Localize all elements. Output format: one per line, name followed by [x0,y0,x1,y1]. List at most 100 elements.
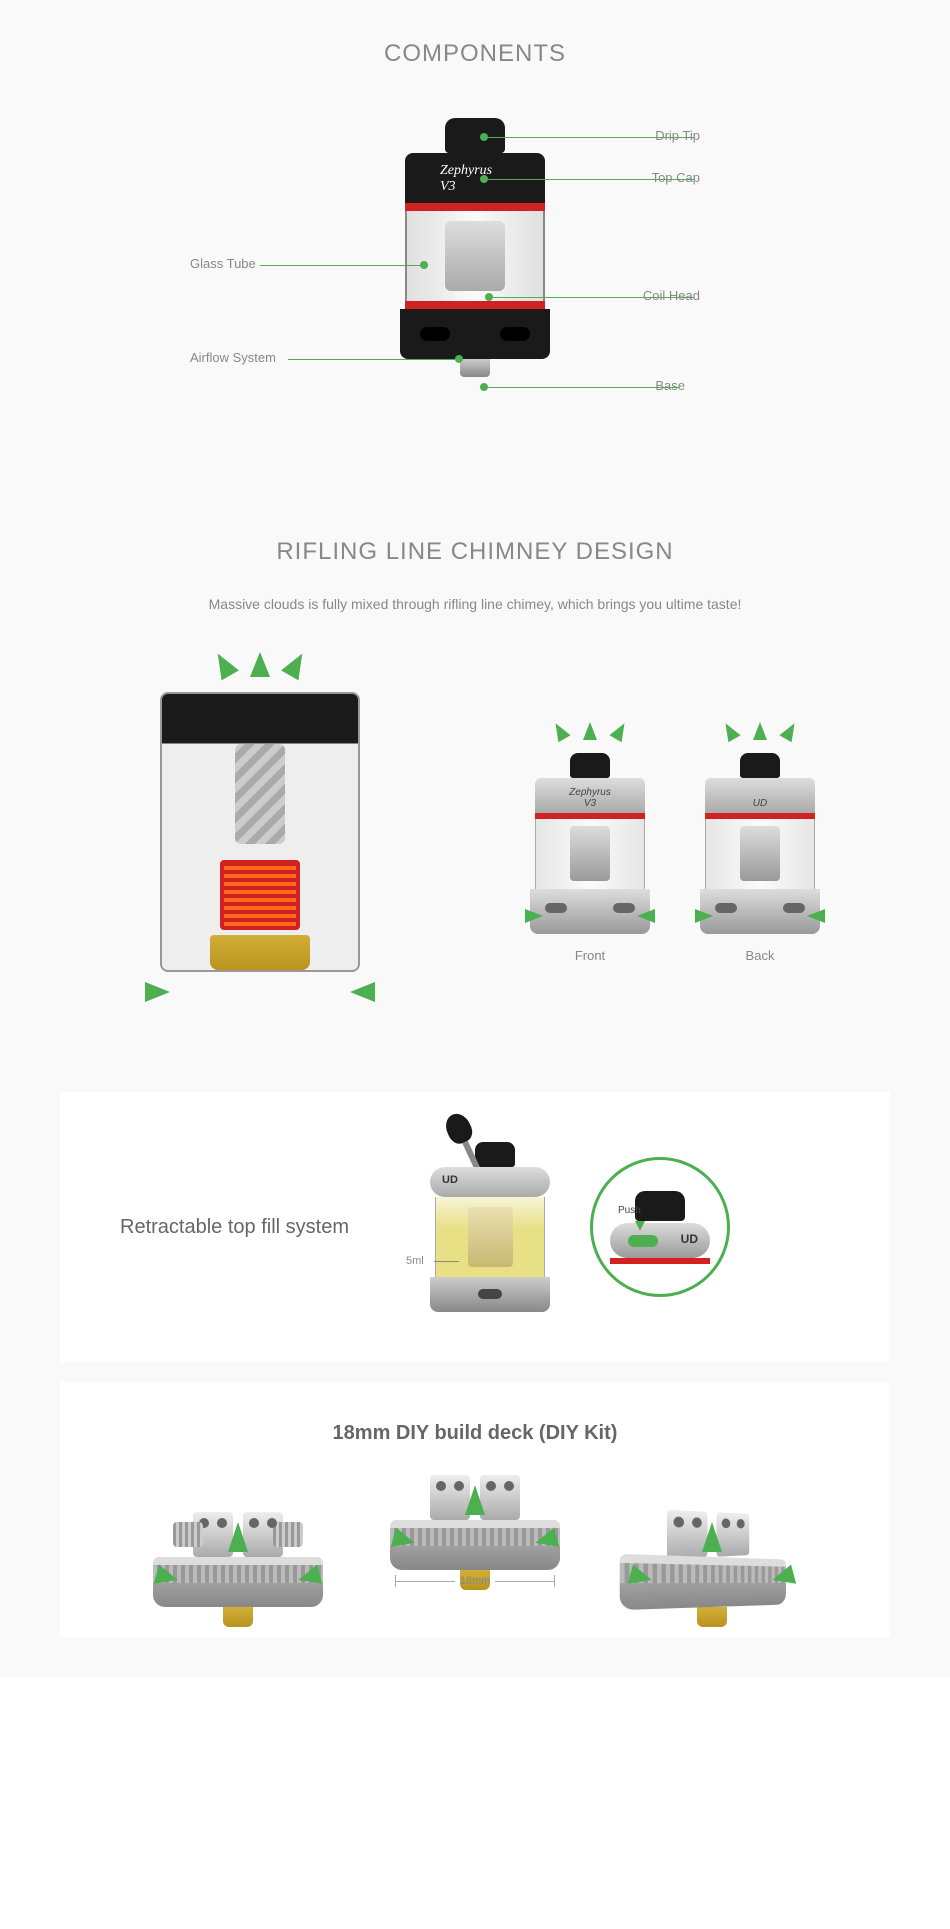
push-red-band [610,1258,710,1264]
fill-cap [430,1167,550,1197]
label-glass-tube: Glass Tube [190,256,256,271]
tank-tip [570,753,610,778]
airflow-shape [400,309,550,359]
line-airflow [288,359,455,360]
coil-wire-icon [273,1522,303,1547]
dropper-bulb [441,1110,475,1147]
deck-view-1 [138,1512,338,1587]
cutaway-chimney [235,744,285,844]
push-slot [628,1235,658,1247]
arrow-up-icon [610,719,631,742]
tank-inner [570,826,610,881]
tank-back-arrows [690,722,830,745]
push-inner: Push UD [605,1191,715,1264]
components-diagram: Drip Tip Top Cap Glass Tube Coil Head Ai… [60,98,890,478]
fill-inner [468,1207,513,1267]
tank-front: Front [520,722,660,963]
base-pin-shape [460,359,490,377]
rifling-title: RIFLING LINE CHIMNEY DESIGN [60,538,890,566]
rifling-section: RIFLING LINE CHIMNEY DESIGN Massive clou… [60,538,890,1032]
cutaway-base [210,935,310,970]
fill-base [430,1277,550,1312]
push-arrow-icon [635,1221,645,1231]
arrow-up-icon [719,719,740,742]
measurement-value: 18mm [460,1575,491,1587]
tank-cap [535,778,645,813]
tank-front-arrows [520,722,660,745]
measure-bar [395,1575,396,1587]
topfill-diagram: 5ml Push UD [420,1142,830,1312]
label-coil-head: Coil Head [643,288,700,303]
cutaway-coil [220,860,300,930]
diy-title: 18mm DIY build deck (DIY Kit) [120,1422,830,1445]
label-base: Base [655,378,685,393]
arrow-up-icon [753,722,767,740]
rifling-diagrams: Front [60,652,890,1032]
glass-tube-shape [405,211,545,301]
arrow-up-icon [465,1485,485,1515]
deck-pin [223,1607,253,1627]
push-brand: UD [681,1232,698,1246]
rifling-subtitle: Massive clouds is fully mixed through ri… [60,596,890,612]
tank-inner [740,826,780,881]
cutaway-body [160,692,360,972]
arrow-right-icon [525,909,543,923]
arrow-up-icon [250,652,270,677]
label-drip-tip: Drip Tip [655,128,700,143]
arrow-up-icon [583,722,597,740]
topfill-panel: Retractable top fill system 5ml [60,1092,890,1362]
fill-tank: 5ml [420,1142,560,1312]
front-label: Front [520,948,660,963]
push-circle: Push UD [590,1157,730,1297]
deck-post [243,1512,283,1557]
line-coil-head [489,297,694,298]
deck-arrows [612,1567,812,1587]
top-cap-shape [405,153,545,203]
arrow-left-icon [769,1564,795,1589]
page-container: COMPONENTS Drip Tip Top Cap Glass Tube [0,0,950,1677]
tank-cap [705,778,815,813]
arrow-left-icon [296,1564,322,1589]
back-label: Back [690,948,830,963]
deck-pin [697,1607,727,1627]
arrow-left-icon [350,982,375,1002]
components-title: COMPONENTS [60,40,890,68]
drip-tip-shape [445,118,505,153]
arrow-right-icon [391,1527,417,1552]
label-top-cap: Top Cap [652,170,700,185]
deck-measurement: 18mm [375,1575,575,1587]
push-tip [635,1191,685,1221]
diy-panel: 18mm DIY build deck (DIY Kit) [60,1382,890,1637]
arrow-right-icon [627,1564,653,1589]
arrow-up-icon [549,719,570,742]
topfill-title: Retractable top fill system [120,1216,380,1239]
measure-bar [554,1575,555,1587]
tank-glass [705,819,815,889]
cutaway-diagram [120,652,400,1032]
arrow-up-icon [702,1522,722,1552]
tank-front-body [530,753,650,934]
tank-back-arrows-side [690,909,830,923]
arrow-left-icon [533,1527,559,1552]
deck-post [430,1475,470,1520]
cutaway-arrows-top [120,652,400,682]
cutaway-arrows-bottom [120,982,400,1002]
arrow-up-icon [228,1522,248,1552]
product-illustration [395,118,555,418]
label-airflow: Airflow System [190,350,276,365]
tank-glass [535,819,645,889]
deck-view-3 [612,1512,812,1587]
tank-back: Back [690,722,830,963]
red-band-top [405,203,545,211]
dot-airflow [455,355,463,363]
deck-view-2: 18mm [375,1475,575,1587]
tank-front-arrows-side [520,909,660,923]
line-base [484,387,679,388]
push-label: Push [618,1205,641,1216]
capacity-label: 5ml [406,1255,424,1267]
deck-arrows [375,1530,575,1550]
tank-tip [740,753,780,778]
coil-wire-icon [173,1522,203,1547]
dot-glass-tube [420,261,428,269]
coil-head-shape [445,221,505,291]
